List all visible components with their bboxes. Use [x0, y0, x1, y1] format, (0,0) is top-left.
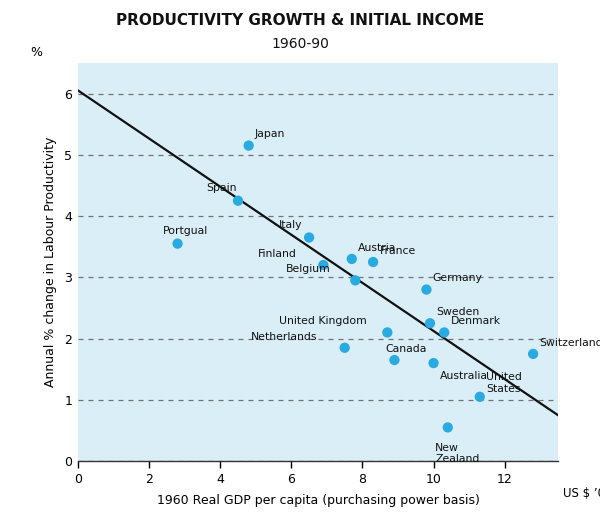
Text: Belgium: Belgium: [286, 264, 331, 274]
Text: Switzerland: Switzerland: [539, 338, 600, 348]
Text: United Kingdom: United Kingdom: [279, 316, 367, 326]
Point: [347, 255, 356, 263]
Text: Sweden: Sweden: [436, 307, 479, 317]
Text: Australia: Australia: [440, 372, 488, 381]
Point: [173, 239, 182, 248]
Text: Denmark: Denmark: [451, 316, 501, 326]
Point: [475, 392, 485, 401]
Y-axis label: Annual % change in Labour Productivity: Annual % change in Labour Productivity: [44, 137, 58, 387]
Point: [340, 344, 349, 352]
Text: Finland: Finland: [257, 249, 296, 259]
Point: [319, 261, 328, 269]
Point: [425, 319, 435, 328]
X-axis label: 1960 Real GDP per capita (purchasing power basis): 1960 Real GDP per capita (purchasing pow…: [157, 494, 479, 507]
Text: US $ ’000: US $ ’000: [563, 487, 600, 500]
Point: [422, 286, 431, 294]
Text: Portgual: Portgual: [163, 226, 209, 236]
Text: United
States: United States: [486, 372, 522, 394]
Point: [383, 328, 392, 336]
Text: PRODUCTIVITY GROWTH & INITIAL INCOME: PRODUCTIVITY GROWTH & INITIAL INCOME: [116, 13, 484, 28]
Text: Germany: Germany: [433, 274, 483, 283]
Text: France: France: [380, 246, 416, 256]
Point: [368, 258, 378, 266]
Point: [233, 196, 243, 205]
Point: [244, 141, 253, 150]
Text: 1960-90: 1960-90: [271, 37, 329, 51]
Text: New
Zealand: New Zealand: [436, 443, 480, 464]
Text: Netherlands: Netherlands: [250, 332, 317, 342]
Text: Canada: Canada: [386, 344, 427, 354]
Point: [443, 423, 452, 432]
Text: Austria: Austria: [358, 243, 397, 253]
Text: %: %: [30, 46, 42, 59]
Point: [439, 328, 449, 336]
Point: [304, 233, 314, 242]
Point: [350, 276, 360, 285]
Text: Italy: Italy: [279, 220, 302, 230]
Point: [429, 359, 439, 367]
Point: [389, 356, 399, 364]
Point: [529, 350, 538, 358]
Text: Spain: Spain: [206, 183, 236, 193]
Text: Japan: Japan: [254, 129, 284, 139]
